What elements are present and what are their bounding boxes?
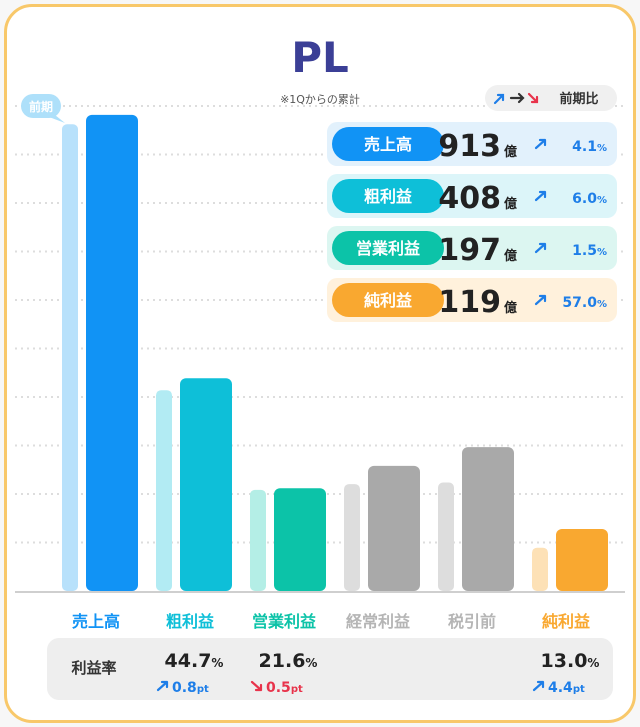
current-bar-4	[462, 447, 514, 591]
legend-down-arrow-icon	[527, 92, 539, 104]
previous-bar-1	[156, 390, 172, 591]
highlight-change-1: 6.0%	[572, 191, 607, 207]
current-bar-5	[556, 528, 608, 591]
highlight-change-unit-1: %	[597, 195, 607, 206]
highlight-pill-2	[332, 231, 444, 265]
ratio-value-2: 13.0%	[541, 650, 600, 672]
highlight-value-3: 119	[438, 285, 501, 320]
ratio-arrow-icon-1	[250, 680, 263, 692]
ratio-row-label: 利益率	[71, 659, 116, 677]
current-bar-2	[274, 488, 326, 591]
category-label-4: 税引前	[448, 612, 496, 631]
ratio-arrow-icon-0	[156, 680, 169, 692]
highlight-label-1: 粗利益	[364, 187, 412, 206]
highlight-arrow-icon-2	[534, 242, 547, 254]
highlight-label-3: 純利益	[364, 291, 412, 310]
previous-period-bubble	[21, 94, 61, 118]
highlight-change-unit-0: %	[597, 143, 607, 154]
previous-period-bubble-tail	[49, 115, 65, 123]
category-label-3: 経常利益	[346, 612, 410, 631]
ratio-change-1: 0.5pt	[266, 680, 303, 696]
ratio-change-unit-1: pt	[291, 684, 303, 695]
highlight-pill-3	[332, 283, 444, 317]
highlight-change-unit-2: %	[597, 247, 607, 258]
highlight-pill-1	[332, 179, 444, 213]
highlight-value-0: 913	[438, 129, 501, 164]
highlight-change-0: 4.1%	[572, 139, 607, 155]
previous-bar-2	[250, 489, 266, 591]
highlight-arrow-icon-1	[534, 190, 547, 202]
highlight-arrow-icon-3	[534, 294, 547, 306]
highlight-unit-0: 億	[504, 144, 517, 160]
previous-period-label: 前期	[29, 99, 53, 114]
previous-bar-4	[438, 482, 454, 591]
previous-bar-5	[532, 547, 548, 591]
chart-frame: PL ※1Qからの累計 売上高 粗利益 営業利益 経常利益 税引前 純利益 前期 前期比 売上高…	[4, 4, 636, 723]
category-label-2: 営業利益	[252, 612, 316, 631]
ratio-value-0: 44.7%	[165, 650, 224, 672]
highlight-label-2: 営業利益	[356, 239, 420, 258]
ratio-value-1: 21.6%	[259, 650, 318, 672]
ratio-change-2: 4.4pt	[548, 680, 585, 696]
highlight-change-unit-3: %	[597, 299, 607, 310]
highlight-label-0: 売上高	[364, 135, 412, 154]
category-label-1: 粗利益	[166, 612, 214, 631]
ratio-value-unit-1: %	[305, 656, 317, 670]
ratio-change-unit-0: pt	[197, 684, 209, 695]
previous-bar-0	[62, 124, 78, 591]
current-bar-0	[86, 114, 138, 591]
highlight-unit-3: 億	[504, 300, 517, 316]
highlight-change-3: 57.0%	[562, 295, 607, 311]
legend-flat-arrow-icon	[509, 92, 525, 104]
highlight-pill-0	[332, 127, 444, 161]
highlight-change-2: 1.5%	[572, 243, 607, 259]
profit-ratio-box	[47, 638, 613, 700]
previous-bar-3	[344, 484, 360, 591]
ratio-arrow-icon-2	[532, 680, 545, 692]
chart-title: PL	[291, 33, 349, 82]
category-label-5: 純利益	[542, 612, 590, 631]
ratio-change-unit-2: pt	[573, 684, 585, 695]
highlight-value-1: 408	[438, 181, 501, 216]
current-bar-3	[368, 465, 420, 591]
highlight-arrow-icon-0	[534, 138, 547, 150]
highlight-unit-1: 億	[504, 196, 517, 212]
highlight-value-2: 197	[438, 233, 501, 268]
ratio-change-0: 0.8pt	[172, 680, 209, 696]
current-bar-1	[180, 378, 232, 591]
ratio-value-unit-2: %	[587, 656, 599, 670]
legend-up-arrow-icon	[493, 93, 505, 105]
highlight-unit-2: 億	[504, 248, 517, 264]
legend-title: 前期比	[559, 91, 598, 107]
legend-pill	[485, 85, 617, 111]
category-label-0: 売上高	[72, 612, 120, 631]
chart-subtitle: ※1Qからの累計	[280, 93, 360, 106]
ratio-value-unit-0: %	[211, 656, 223, 670]
